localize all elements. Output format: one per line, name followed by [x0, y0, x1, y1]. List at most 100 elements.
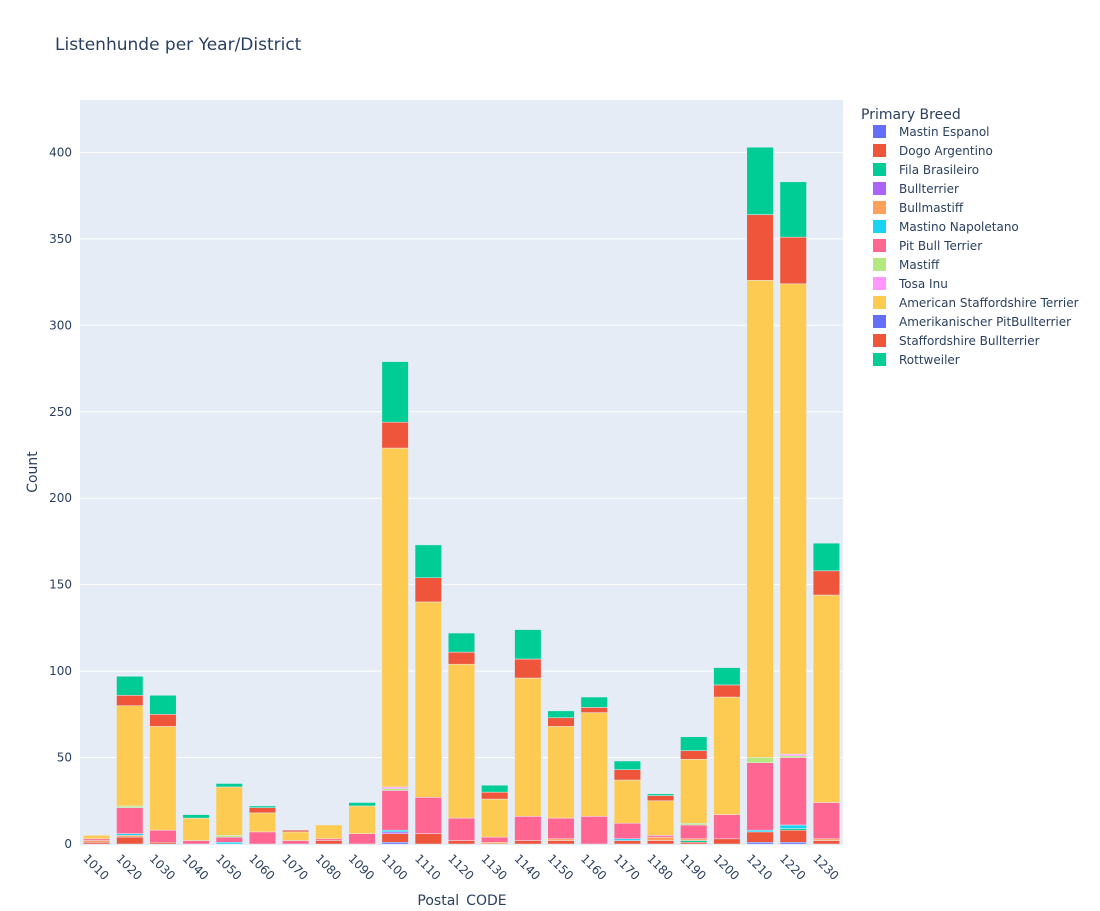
bar-segment[interactable]	[414, 601, 442, 798]
bar-segment[interactable]	[83, 840, 111, 843]
bar-segment[interactable]	[514, 658, 542, 679]
bar-segment[interactable]	[447, 817, 476, 841]
bar-segment[interactable]	[215, 842, 243, 845]
bar-segment[interactable]	[746, 757, 774, 763]
bar-segment[interactable]	[282, 831, 310, 841]
bar-segment[interactable]	[381, 829, 409, 833]
bar-segment[interactable]	[779, 829, 807, 843]
bar-segment[interactable]	[713, 684, 741, 698]
bar-segment[interactable]	[746, 842, 774, 845]
bar-segment[interactable]	[680, 824, 708, 840]
bar-segment[interactable]	[580, 696, 608, 708]
bar-segment[interactable]	[713, 696, 741, 815]
bar-segment[interactable]	[746, 146, 774, 215]
bar-segment[interactable]	[116, 805, 144, 808]
bar-segment[interactable]	[116, 833, 144, 836]
bar-segment[interactable]	[680, 838, 708, 841]
bar-segment[interactable]	[746, 831, 774, 843]
bar-segment[interactable]	[481, 798, 509, 838]
bar-segment[interactable]	[647, 795, 675, 802]
bar-segment[interactable]	[680, 759, 708, 824]
bar-segment[interactable]	[447, 651, 476, 665]
bar-segment[interactable]	[116, 695, 144, 706]
bar-segment[interactable]	[381, 790, 409, 831]
bar-segment[interactable]	[713, 838, 741, 845]
bar-segment[interactable]	[248, 812, 276, 833]
bar-segment[interactable]	[779, 236, 807, 285]
bar-segment[interactable]	[182, 814, 210, 819]
bar-segment[interactable]	[514, 840, 542, 845]
bar-segment[interactable]	[248, 831, 276, 845]
bar-segment[interactable]	[547, 840, 575, 845]
bar-segment[interactable]	[547, 726, 575, 819]
bar-segment[interactable]	[547, 717, 575, 727]
bar-segment[interactable]	[381, 447, 409, 788]
legend-item[interactable]: Rottweiler	[873, 353, 960, 367]
bar-segment[interactable]	[315, 838, 343, 841]
bar-segment[interactable]	[613, 838, 641, 841]
bar-segment[interactable]	[613, 760, 641, 770]
bar-segment[interactable]	[680, 840, 708, 843]
bar-segment[interactable]	[116, 807, 144, 834]
bar-segment[interactable]	[680, 823, 708, 826]
bar-segment[interactable]	[381, 421, 409, 449]
bar-segment[interactable]	[381, 788, 409, 791]
bar-segment[interactable]	[481, 842, 509, 845]
bar-segment[interactable]	[481, 784, 509, 793]
bar-segment[interactable]	[647, 835, 675, 838]
bar-segment[interactable]	[83, 842, 111, 845]
bar-segment[interactable]	[812, 594, 840, 803]
bar-segment[interactable]	[182, 817, 210, 841]
legend-item[interactable]: Fila Brasileiro	[873, 163, 979, 177]
bar-segment[interactable]	[580, 712, 608, 817]
bar-segment[interactable]	[746, 280, 774, 758]
bar-segment[interactable]	[149, 695, 177, 715]
bar-segment[interactable]	[414, 797, 442, 834]
bar-segment[interactable]	[547, 838, 575, 841]
bar-segment[interactable]	[547, 710, 575, 719]
bar-segment[interactable]	[812, 570, 840, 596]
legend-item[interactable]: Bullmastiff	[873, 201, 964, 215]
legend-item[interactable]: Mastiff	[873, 258, 940, 272]
bar-segment[interactable]	[547, 817, 575, 840]
bar-segment[interactable]	[514, 816, 542, 841]
bar-segment[interactable]	[381, 786, 409, 789]
bar-segment[interactable]	[514, 629, 542, 660]
bar-segment[interactable]	[713, 667, 741, 686]
bar-segment[interactable]	[779, 753, 807, 757]
bar-segment[interactable]	[149, 714, 177, 727]
bar-segment[interactable]	[779, 757, 807, 826]
bar-segment[interactable]	[779, 181, 807, 238]
legend[interactable]: Mastin Espanol Dogo Argentino Fila Brasile…	[873, 125, 1079, 367]
bar-segment[interactable]	[348, 802, 376, 807]
bar-segment[interactable]	[779, 828, 807, 831]
legend-item[interactable]: Pit Bull Terrier	[873, 239, 982, 253]
bar-segment[interactable]	[116, 835, 144, 838]
bar-segment[interactable]	[746, 762, 774, 831]
bar-segment[interactable]	[282, 829, 310, 833]
bar-segment[interactable]	[647, 840, 675, 845]
bar-segment[interactable]	[580, 707, 608, 713]
bar-segment[interactable]	[613, 823, 641, 840]
bar-segment[interactable]	[613, 779, 641, 824]
legend-item[interactable]: American Staffordshire Terrier	[873, 296, 1079, 310]
bar-segment[interactable]	[248, 805, 276, 808]
bar-segment[interactable]	[381, 831, 409, 834]
bar-segment[interactable]	[481, 836, 509, 843]
legend-item[interactable]: Mastin Espanol	[873, 125, 990, 139]
bar-segment[interactable]	[447, 840, 476, 845]
bar-segment[interactable]	[215, 836, 243, 843]
bar-segment[interactable]	[282, 840, 310, 845]
bar-segment[interactable]	[680, 842, 708, 845]
bar-segment[interactable]	[514, 677, 542, 817]
bar-segment[interactable]	[315, 840, 343, 845]
bar-segment[interactable]	[248, 807, 276, 814]
bar-segment[interactable]	[746, 829, 774, 833]
bar-segment[interactable]	[779, 755, 807, 758]
bar-segment[interactable]	[381, 842, 409, 845]
legend-item[interactable]: Dogo Argentino	[873, 144, 993, 158]
bar-segment[interactable]	[647, 800, 675, 836]
bar-segment[interactable]	[348, 805, 376, 834]
bar-segment[interactable]	[149, 829, 177, 843]
bar-segment[interactable]	[481, 791, 509, 800]
